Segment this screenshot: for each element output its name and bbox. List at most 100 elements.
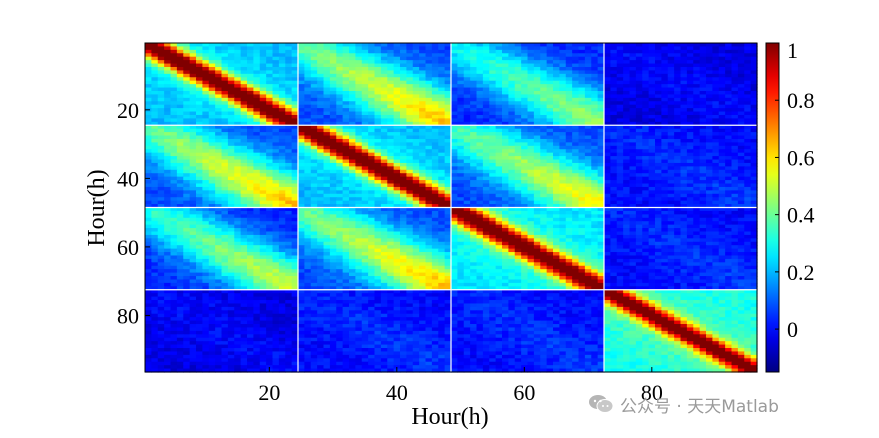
heatmap-cell <box>317 104 325 109</box>
heatmap-cell <box>514 111 522 116</box>
heatmap-cell <box>597 162 605 167</box>
heatmap-cell <box>329 84 337 89</box>
heatmap-cell <box>514 63 522 68</box>
heatmap-cell <box>572 87 580 92</box>
heatmap-cell <box>355 149 363 154</box>
heatmap-cell <box>247 156 254 161</box>
heatmap-cell <box>157 162 165 167</box>
heatmap-cell <box>591 46 599 51</box>
heatmap-cell <box>744 66 752 72</box>
heatmap-cell <box>444 159 452 164</box>
heatmap-cell <box>164 121 172 126</box>
heatmap-cell <box>463 101 471 106</box>
heatmap-cell <box>744 49 752 54</box>
heatmap-cell <box>380 135 388 140</box>
heatmap-cell <box>215 87 223 92</box>
heatmap-cell <box>323 166 331 171</box>
heatmap-cell <box>189 66 197 72</box>
heatmap-cell <box>310 94 318 99</box>
heatmap-cell <box>310 183 318 188</box>
heatmap-cell <box>285 125 293 130</box>
heatmap-cell <box>718 183 726 188</box>
heatmap-cell <box>533 53 541 58</box>
heatmap-cell <box>476 142 484 147</box>
heatmap-cell <box>227 180 235 185</box>
heatmap-cell <box>725 169 733 174</box>
heatmap-cell <box>655 173 662 178</box>
heatmap-cell <box>157 142 165 147</box>
heatmap-cell <box>176 149 184 154</box>
heatmap-cell <box>361 159 369 164</box>
heatmap-cell <box>578 108 586 113</box>
heatmap-cell <box>400 149 407 154</box>
heatmap-cell <box>546 166 554 171</box>
heatmap-cell <box>387 135 395 140</box>
heatmap-cell <box>291 132 299 137</box>
heatmap-cell <box>540 190 548 195</box>
heatmap-cell <box>368 176 376 181</box>
heatmap-cell <box>546 104 554 109</box>
heatmap-cell <box>591 56 599 61</box>
heatmap-cell <box>444 46 452 51</box>
heatmap-cell <box>610 108 618 113</box>
heatmap-cell <box>686 210 694 215</box>
heatmap-cell <box>259 142 267 147</box>
heatmap-cell <box>336 142 344 147</box>
heatmap-cell <box>247 214 254 219</box>
heatmap-cell <box>521 152 529 157</box>
heatmap-cell <box>234 53 242 58</box>
heatmap-cell <box>145 84 152 89</box>
heatmap-cell <box>183 180 191 185</box>
heatmap-cell <box>489 104 497 109</box>
heatmap-cell <box>572 53 580 58</box>
heatmap-cell <box>285 108 293 113</box>
heatmap-cell <box>623 46 631 51</box>
heatmap-cell <box>349 207 356 212</box>
heatmap-cell <box>610 132 618 137</box>
heatmap-cell <box>227 193 235 198</box>
heatmap-cell <box>355 142 363 147</box>
heatmap-cell <box>482 80 490 85</box>
heatmap-cell <box>565 152 573 157</box>
heatmap-cell <box>374 166 382 171</box>
heatmap-cell <box>406 190 414 195</box>
heatmap-cell <box>393 97 401 102</box>
heatmap-cell <box>559 145 567 150</box>
heatmap-cell <box>444 169 452 174</box>
heatmap-cell <box>310 97 318 102</box>
heatmap-cell <box>329 111 337 116</box>
heatmap-cell <box>329 80 337 85</box>
heatmap-cell <box>642 87 650 92</box>
heatmap-cell <box>368 183 376 188</box>
heatmap-cell <box>553 180 560 185</box>
heatmap-cell <box>482 97 490 102</box>
heatmap-cell <box>680 49 688 54</box>
heatmap-cell <box>661 193 669 198</box>
heatmap-cell <box>425 125 433 130</box>
heatmap-cell <box>157 180 165 185</box>
heatmap-cell <box>355 162 363 167</box>
heatmap-cell <box>202 135 210 140</box>
heatmap-cell <box>170 210 178 215</box>
heatmap-cell <box>584 166 592 171</box>
heatmap-cell <box>463 84 471 89</box>
heatmap-cell <box>533 97 541 102</box>
heatmap-cell <box>202 63 210 68</box>
heatmap-cell <box>457 214 465 219</box>
heatmap-cell <box>208 43 216 48</box>
heatmap-cell <box>406 111 414 116</box>
heatmap-cell <box>240 214 248 219</box>
heatmap-cell <box>387 152 395 157</box>
heatmap-cell <box>731 114 739 119</box>
heatmap-cell <box>247 80 254 85</box>
heatmap-cell <box>247 101 254 106</box>
heatmap-cell <box>227 135 235 140</box>
heatmap-cell <box>559 214 567 219</box>
heatmap-cell <box>718 159 726 164</box>
heatmap-cell <box>610 125 618 130</box>
heatmap-cell <box>527 80 535 85</box>
heatmap-cell <box>750 173 758 178</box>
heatmap-cell <box>266 173 274 178</box>
heatmap-cell <box>387 186 395 191</box>
heatmap-cell <box>208 87 216 92</box>
